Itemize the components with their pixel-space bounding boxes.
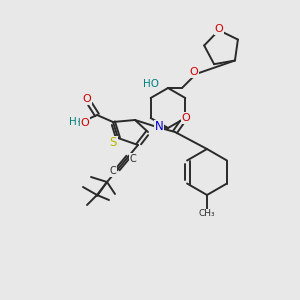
Text: O: O [214, 24, 223, 34]
Text: H: H [69, 117, 77, 127]
Text: O: O [81, 118, 89, 128]
Text: C: C [130, 154, 136, 164]
Text: O: O [82, 94, 91, 104]
Text: O: O [182, 113, 190, 123]
Text: S: S [109, 136, 117, 149]
Text: N: N [154, 121, 164, 134]
Text: O: O [190, 67, 198, 77]
Text: HO: HO [143, 79, 159, 89]
Text: C: C [110, 166, 116, 176]
Text: H: H [73, 118, 81, 128]
Text: CH₃: CH₃ [199, 209, 215, 218]
